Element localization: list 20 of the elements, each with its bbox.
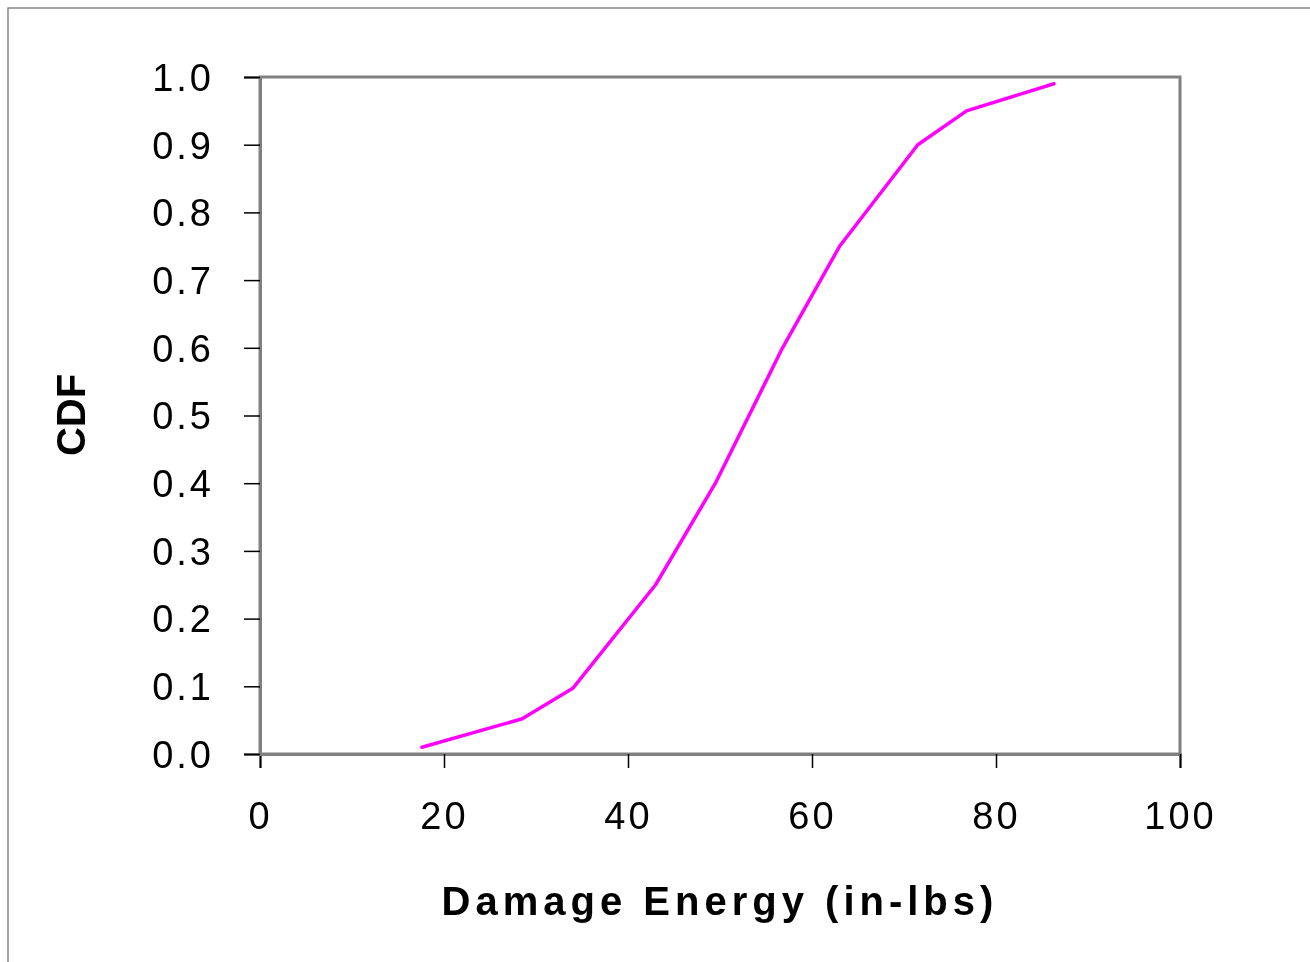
x-tick-label: 80 [972,794,1021,837]
y-tick-label: 0.4 [152,463,214,505]
x-tick-label: 20 [420,794,469,837]
x-tick-label: 60 [788,794,837,837]
y-tick-label: 0.0 [152,733,214,776]
y-tick-label: 0.7 [152,259,214,302]
y-axis-title: CDF [49,373,93,457]
y-tick-label: 0.5 [152,395,214,438]
y-tick-label: 1.0 [152,56,214,99]
x-tick-label: 40 [604,794,653,837]
y-tick-label: 0.8 [152,192,214,235]
y-tick-label: 0.9 [152,124,214,167]
line-series [420,82,1056,749]
x-tick-label: 0 [248,794,273,837]
y-tick-label: 0.6 [152,327,214,370]
y-tick-label: 0.2 [152,598,214,641]
y-tick-label: 0.3 [152,530,214,573]
y-tick-label: 0.1 [152,666,214,709]
x-axis-title: Damage Energy (in-lbs) [441,879,999,923]
x-tick-label: 100 [1144,794,1217,837]
